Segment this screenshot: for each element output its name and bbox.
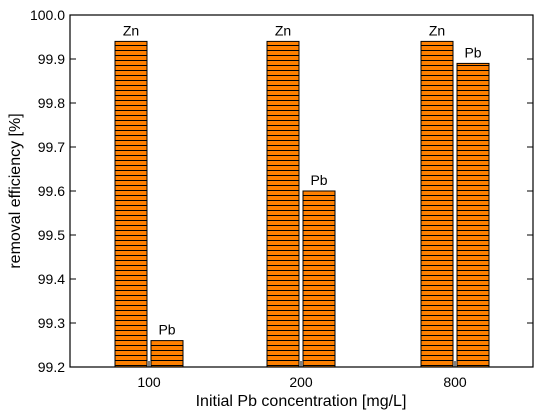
y-tick-label: 99.5 — [38, 227, 65, 243]
x-tick-label: 200 — [289, 374, 313, 390]
y-tick-label: 99.3 — [38, 315, 65, 331]
y-tick-label: 99.8 — [38, 95, 65, 111]
bar-label: Zn — [275, 22, 291, 38]
y-axis-label: removal efficiency [%] — [7, 113, 24, 268]
y-tick-label: 99.2 — [38, 359, 65, 375]
bar-label: Zn — [429, 22, 445, 38]
y-tick-label: 99.6 — [38, 183, 65, 199]
bar-zn-800 — [420, 40, 454, 368]
bar-zn-200 — [266, 40, 300, 368]
bar-label: Pb — [310, 172, 327, 188]
bar-label: Pb — [158, 322, 175, 338]
bar-pb-800 — [456, 62, 490, 368]
bar-label: Zn — [123, 22, 139, 38]
y-tick-label: 100.0 — [30, 7, 65, 23]
bar-pb-100 — [150, 340, 184, 368]
x-tick-label: 100 — [137, 374, 161, 390]
bar-label: Pb — [464, 44, 481, 60]
x-tick-label: 800 — [443, 374, 467, 390]
y-tick-label: 99.4 — [38, 271, 65, 287]
bar-zn-100 — [114, 40, 148, 368]
y-tick-label: 99.7 — [38, 139, 65, 155]
x-axis-label: Initial Pb concentration [mg/L] — [196, 393, 407, 410]
bar-pb-200 — [302, 190, 336, 368]
y-tick-label: 99.9 — [38, 51, 65, 67]
plot-frame — [69, 14, 534, 368]
